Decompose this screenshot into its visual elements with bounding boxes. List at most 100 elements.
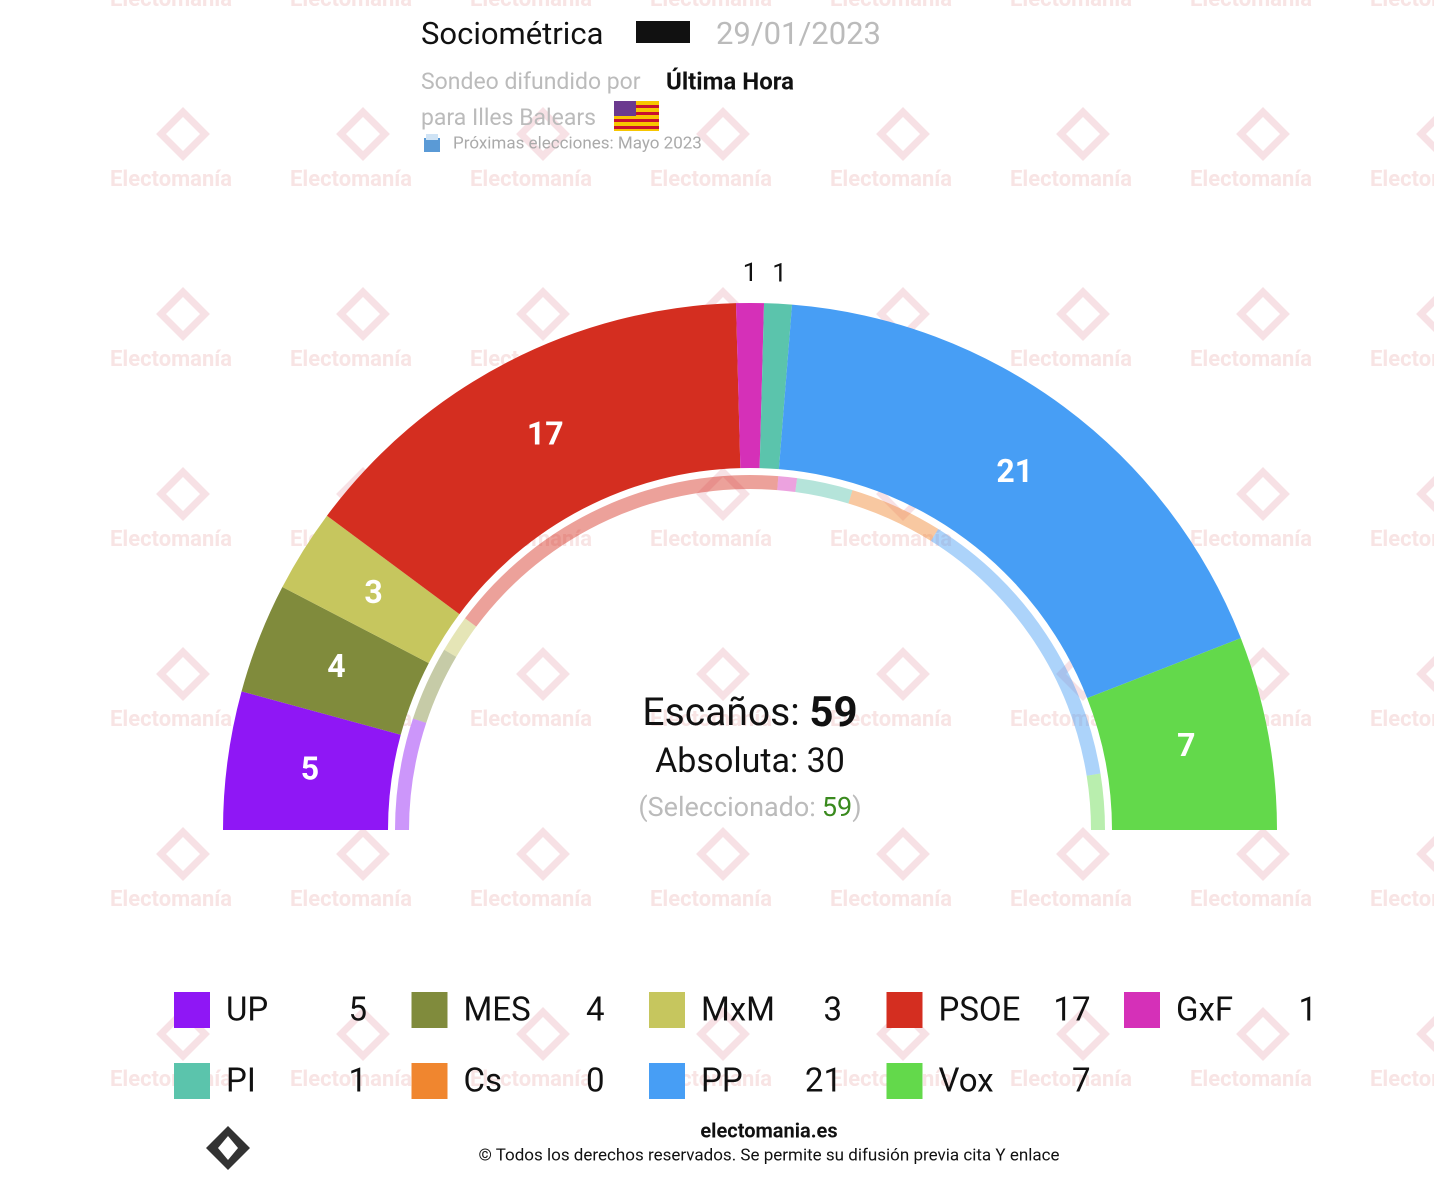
watermark: Electomanía xyxy=(1370,707,1434,732)
legend-icon xyxy=(649,992,685,1028)
footer-logo xyxy=(206,1126,250,1170)
watermark: Electomanía xyxy=(830,527,952,552)
watermark-icon xyxy=(1236,1007,1290,1061)
watermark: Electomanía xyxy=(1370,887,1434,912)
seat-segment xyxy=(759,303,793,470)
watermark-icon xyxy=(696,467,750,521)
watermark: Electomanía xyxy=(1190,347,1312,372)
pollster-logo xyxy=(636,21,690,43)
watermark: Electomanía xyxy=(1190,527,1312,552)
watermark: Electomanía xyxy=(1370,1067,1434,1092)
watermark: Electomanía xyxy=(650,527,772,552)
watermark-icon xyxy=(156,647,210,701)
published-by: Última Hora xyxy=(666,67,794,95)
watermark-icon xyxy=(1236,467,1290,521)
watermark-icon xyxy=(1416,116,1434,152)
watermark-icon xyxy=(1416,1016,1434,1052)
legend-value: 4 xyxy=(586,991,605,1030)
previous-segment xyxy=(412,649,457,723)
seat-label: 5 xyxy=(301,750,319,788)
watermark-icon xyxy=(336,827,390,881)
region: para Illes Balears xyxy=(421,104,596,131)
legend-icon xyxy=(411,1063,448,1099)
seat-segment xyxy=(326,303,741,615)
copyright: © Todos los derechos reservados. Se perm… xyxy=(478,1145,1059,1165)
selected-close: ) xyxy=(852,791,861,823)
watermark-icon xyxy=(1056,287,1110,341)
legend-icon xyxy=(174,992,210,1028)
legend-icon xyxy=(174,1063,210,1099)
watermark: Electomanía xyxy=(1010,0,1132,12)
watermark: Electomanía xyxy=(110,527,232,552)
watermark: Electomanía xyxy=(470,1067,592,1092)
legend-value: 0 xyxy=(586,1062,605,1101)
legend-name: PI xyxy=(226,1062,256,1101)
watermark: Electomanía xyxy=(650,167,772,192)
seat-label: 1 xyxy=(743,258,758,288)
watermark: Electomanía xyxy=(830,0,952,12)
watermark: Electomanía xyxy=(290,887,412,912)
watermark-icon xyxy=(1236,827,1290,881)
watermark: Electomanía xyxy=(110,1067,232,1092)
published-by-label: Sondeo difundido por xyxy=(421,68,641,95)
date: 29/01/2023 xyxy=(716,15,881,52)
watermark-icon xyxy=(696,1007,750,1061)
watermark-icon xyxy=(876,107,930,161)
legend-icon xyxy=(1124,992,1160,1028)
flag xyxy=(614,101,659,131)
watermark: Electomanía xyxy=(1190,1067,1312,1092)
watermark: Electomanía xyxy=(110,707,232,732)
previous-segment xyxy=(930,529,1101,776)
majority-label: Absoluta: xyxy=(655,741,798,781)
watermark: Electomanía xyxy=(290,1067,412,1092)
watermark: Electomanía xyxy=(1190,167,1312,192)
watermark: Electomanía xyxy=(290,0,412,12)
legend-value: 21 xyxy=(805,1062,842,1101)
watermark-icon xyxy=(876,827,930,881)
watermark: Electomanía xyxy=(1370,0,1434,12)
majority-line: Absoluta: 30 xyxy=(655,741,845,781)
watermark-icon xyxy=(696,827,750,881)
legend-value: 1 xyxy=(1298,991,1317,1030)
watermark: Electomanía xyxy=(830,167,952,192)
seat-segment xyxy=(778,304,1241,699)
previous-segment xyxy=(795,478,853,504)
watermark-icon xyxy=(1416,476,1434,512)
selected: 59 xyxy=(822,791,852,823)
watermark-icon xyxy=(1056,107,1110,161)
ballot-icon xyxy=(424,134,440,152)
previous-segment xyxy=(465,475,779,627)
legend-value: 17 xyxy=(1053,991,1090,1030)
watermark-icon xyxy=(156,467,210,521)
watermark: Electomanía xyxy=(1010,347,1132,372)
total-seats: 59 xyxy=(809,688,857,737)
hemicycle: 5 43 17 1 1 21 7 xyxy=(223,258,1277,830)
seats-label: Escaños: xyxy=(642,689,799,735)
watermark: Electomanía xyxy=(830,707,952,732)
legend-value: 3 xyxy=(823,991,842,1030)
watermark: Electomanía xyxy=(830,887,952,912)
seat-segment xyxy=(241,587,429,735)
watermark-icon xyxy=(336,107,390,161)
legend-name: PP xyxy=(701,1062,743,1101)
watermark-icon xyxy=(1416,656,1434,692)
watermark: Electomanía xyxy=(650,0,772,12)
watermark: Electomanía xyxy=(470,167,592,192)
previous-segment xyxy=(777,476,798,493)
watermark-icon xyxy=(1416,836,1434,872)
selected-line: (Seleccionado: 59) xyxy=(638,791,861,823)
site: electomania.es xyxy=(700,1118,837,1142)
selected-open: (Seleccionado: xyxy=(638,791,815,823)
legend-name: GxF xyxy=(1176,991,1233,1030)
watermark: Electomanía xyxy=(470,707,592,732)
watermark: Electomanía xyxy=(110,887,232,912)
legend-icon xyxy=(411,992,448,1028)
legend-name: MxM xyxy=(701,991,775,1030)
watermark-icon xyxy=(156,827,210,881)
watermark: Electomanía xyxy=(1010,167,1132,192)
seat-label: 7 xyxy=(1177,726,1195,764)
seat-label: 4 xyxy=(327,647,345,685)
watermark-icon xyxy=(336,287,390,341)
watermark-icon xyxy=(516,287,570,341)
